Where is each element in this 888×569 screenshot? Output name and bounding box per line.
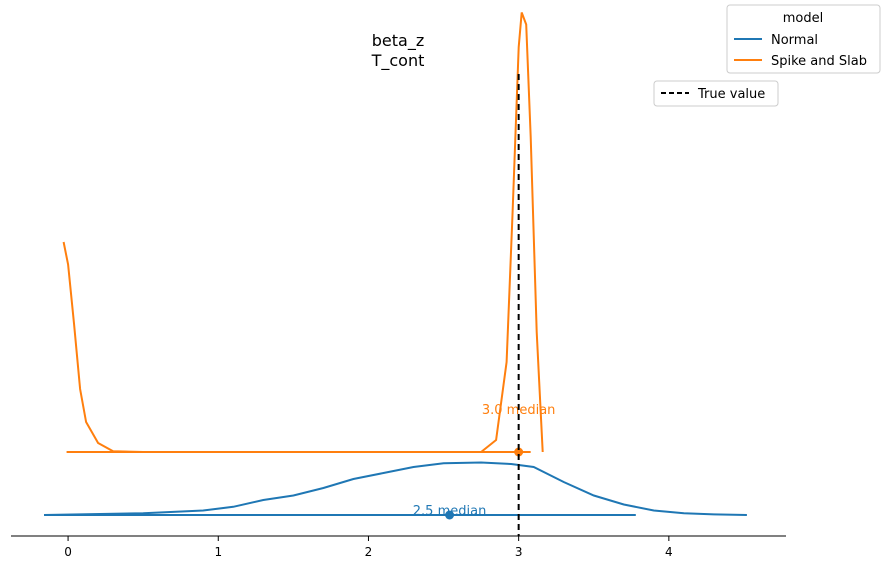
x-tick-label-4: 4 [665, 545, 673, 559]
reference-legend-label: True value [697, 87, 765, 102]
series-layer: 2.5 median 3.0 median [43, 12, 747, 520]
median-point-spike-and-slab [514, 447, 524, 457]
title-line-1: beta_z [372, 31, 424, 51]
x-tick-label-1: 1 [214, 545, 222, 559]
median-point-normal [445, 510, 455, 520]
model-legend-frame [726, 4, 881, 74]
density-curve-normal [43, 461, 747, 516]
model-legend-title: model [783, 11, 823, 26]
series-spike-and-slab: 3.0 median [62, 12, 556, 457]
x-tick-label-2: 2 [365, 545, 373, 559]
model-legend: model Normal Spike and Slab [726, 4, 881, 74]
x-tick-label-0: 0 [64, 545, 72, 559]
x-axis: 0 1 2 3 4 [11, 535, 786, 559]
series-normal: 2.5 median [43, 461, 747, 520]
legend-spike-slab-label: Spike and Slab [771, 54, 867, 69]
median-label-spike-and-slab: 3.0 median [482, 403, 556, 418]
legend-normal-label: Normal [771, 33, 818, 48]
reference-legend: True value [653, 80, 779, 107]
density-curve-spike-and-slab [62, 12, 544, 453]
x-tick-label-3: 3 [515, 545, 523, 559]
reference-legend-frame [653, 80, 779, 107]
chart-title: beta_z T_cont [371, 31, 425, 71]
title-line-2: T_cont [371, 51, 425, 71]
median-label-normal: 2.5 median [413, 504, 487, 519]
